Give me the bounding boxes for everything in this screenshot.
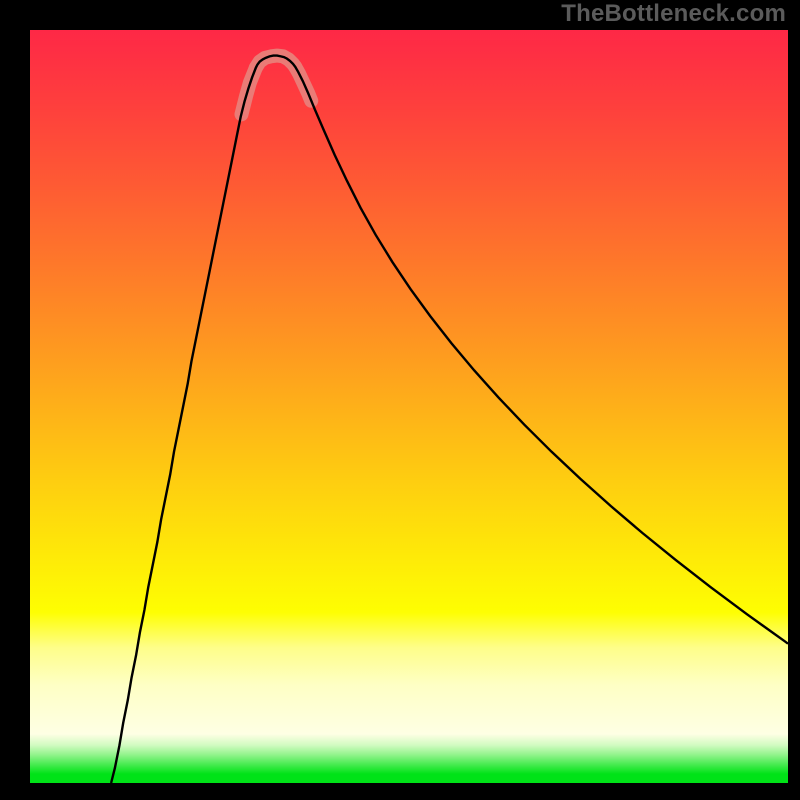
frame-bottom <box>0 783 800 800</box>
bottleneck-chart <box>30 30 788 783</box>
frame-left <box>0 0 30 800</box>
watermark-text: TheBottleneck.com <box>561 0 786 28</box>
chart-background <box>30 30 788 783</box>
frame-right <box>788 0 800 800</box>
